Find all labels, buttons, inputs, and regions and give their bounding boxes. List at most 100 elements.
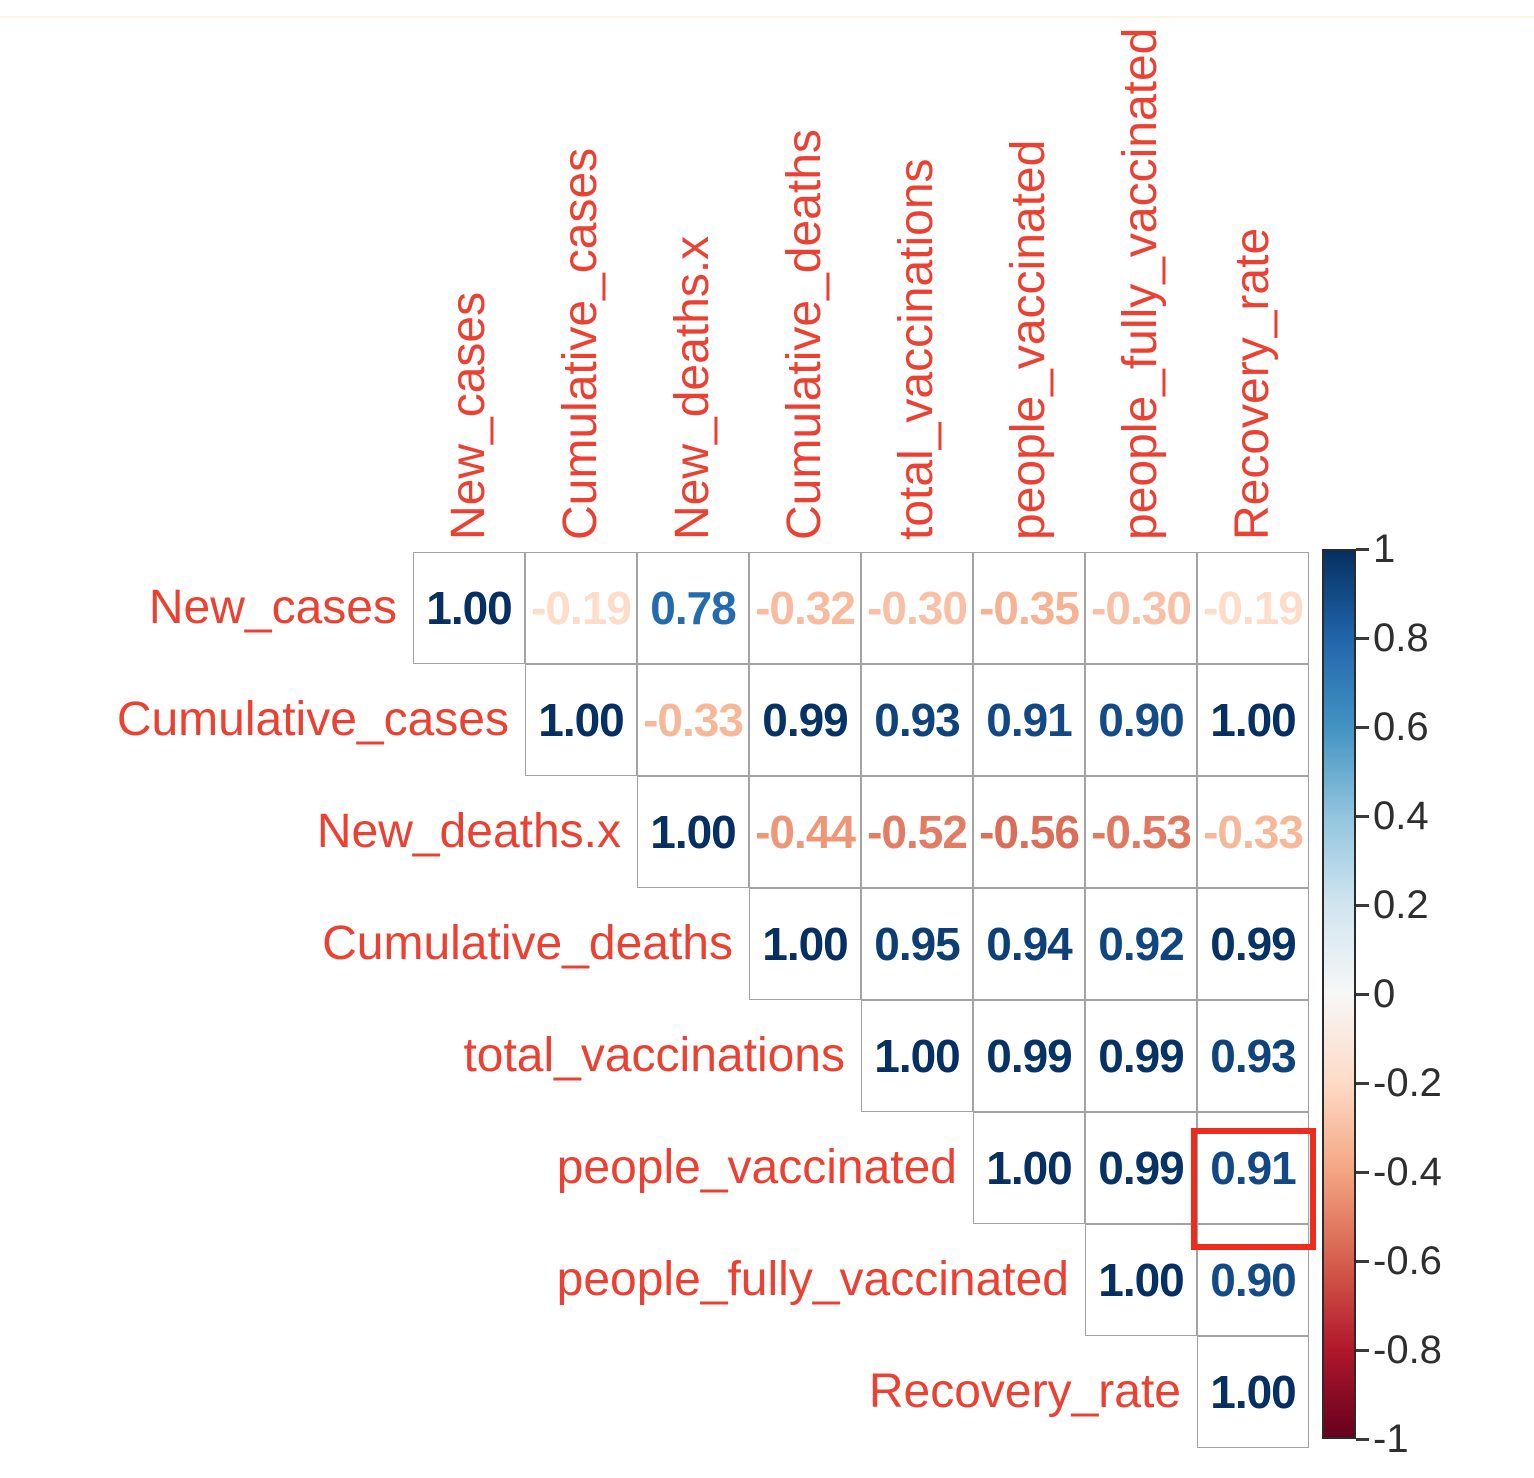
matrix-cell: 0.93 <box>861 664 973 776</box>
matrix-cell-value: 0.95 <box>874 918 961 970</box>
matrix-cell: 1.00 <box>1197 1336 1309 1448</box>
matrix-cell-value: 0.92 <box>1098 918 1185 970</box>
matrix-cell-value: 1.00 <box>762 918 849 970</box>
colorbar-tick <box>1356 1437 1369 1441</box>
colorbar-gradient <box>1322 549 1356 1439</box>
colorbar-tick <box>1356 1348 1369 1352</box>
row-label: Recovery_rate <box>868 1365 1181 1418</box>
matrix-cell-value: 0.90 <box>1098 694 1185 746</box>
matrix-cell-value: -0.53 <box>1091 806 1192 858</box>
matrix-cell-value: 0.99 <box>762 694 849 746</box>
matrix-cell-value: -0.35 <box>979 582 1080 634</box>
colorbar-tick-label: -0.6 <box>1373 1239 1442 1283</box>
matrix-cell-value: 0.91 <box>986 694 1073 746</box>
matrix-cell-value: 1.00 <box>874 1030 961 1082</box>
matrix-cell-value: -0.19 <box>531 582 632 634</box>
matrix-cell-value: -0.33 <box>643 694 744 746</box>
matrix-cell: -0.44 <box>749 776 861 888</box>
matrix-cell: -0.33 <box>1197 776 1309 888</box>
matrix-cell: 0.95 <box>861 888 973 1000</box>
column-label: Recovery_rate <box>1226 227 1279 540</box>
column-label: Cumulative_cases <box>554 147 607 540</box>
colorbar-tick-label: 0.6 <box>1373 705 1429 749</box>
matrix-cell-value: -0.52 <box>867 806 968 858</box>
colorbar-tick-label: -1 <box>1373 1417 1409 1461</box>
matrix-cell: -0.53 <box>1085 776 1197 888</box>
matrix-cell-value: 0.99 <box>1210 918 1297 970</box>
colorbar-tick <box>1356 814 1369 818</box>
matrix-cell: -0.19 <box>1197 552 1309 664</box>
matrix-cell-value: -0.30 <box>1091 582 1192 634</box>
matrix-cell: 1.00 <box>1085 1224 1197 1336</box>
column-label: New_cases <box>442 291 495 540</box>
matrix-cell: 1.00 <box>1197 664 1309 776</box>
matrix-cell: 1.00 <box>973 1112 1085 1224</box>
matrix-cell-value: 1.00 <box>1098 1254 1185 1306</box>
matrix-cell: -0.30 <box>1085 552 1197 664</box>
matrix-cell-value: 1.00 <box>426 582 513 634</box>
row-label: New_deaths.x <box>316 805 621 858</box>
matrix-cell: -0.35 <box>973 552 1085 664</box>
column-label: New_deaths.x <box>666 235 719 540</box>
matrix-cell-value: 0.78 <box>650 582 737 634</box>
matrix-cell-value: 0.99 <box>986 1030 1073 1082</box>
matrix-cell-value: -0.44 <box>755 806 856 858</box>
row-label: Cumulative_cases <box>116 693 509 746</box>
column-label: people_fully_vaccinated <box>1114 27 1167 540</box>
colorbar-tick <box>1356 725 1369 729</box>
matrix-cell: 0.99 <box>1085 1112 1197 1224</box>
column-label: total_vaccinations <box>890 158 943 540</box>
colorbar-tick-label: 0.4 <box>1373 794 1429 838</box>
matrix-cell-value: 1.00 <box>1210 694 1297 746</box>
matrix-cell: -0.56 <box>973 776 1085 888</box>
top-divider-line <box>0 16 1534 18</box>
matrix-cell-value: -0.32 <box>755 582 856 634</box>
matrix-cell: 1.00 <box>413 552 525 664</box>
colorbar-tick <box>1356 547 1369 551</box>
matrix-cell-value: 0.99 <box>1098 1030 1185 1082</box>
colorbar-tick-label: 0 <box>1373 972 1396 1016</box>
matrix-cell: 1.00 <box>637 776 749 888</box>
colorbar-tick-label: 0.8 <box>1373 616 1429 660</box>
matrix-cell-value: 0.91 <box>1210 1142 1297 1194</box>
matrix-cell: -0.32 <box>749 552 861 664</box>
matrix-cell: 0.90 <box>1085 664 1197 776</box>
matrix-cell-value: 0.93 <box>874 694 961 746</box>
matrix-cell: 0.91 <box>1197 1112 1309 1224</box>
matrix-cell: 0.90 <box>1197 1224 1309 1336</box>
matrix-cell: 0.99 <box>749 664 861 776</box>
matrix-cell: 1.00 <box>749 888 861 1000</box>
matrix-cell: -0.19 <box>525 552 637 664</box>
matrix-cell-value: 1.00 <box>986 1142 1073 1194</box>
matrix-cell: 0.93 <box>1197 1000 1309 1112</box>
matrix-cell: 0.78 <box>637 552 749 664</box>
row-label: people_fully_vaccinated <box>556 1253 1069 1306</box>
matrix-cell: 0.99 <box>973 1000 1085 1112</box>
colorbar-tick <box>1356 1259 1369 1263</box>
matrix-cell-value: 1.00 <box>538 694 625 746</box>
row-label: Cumulative_deaths <box>322 917 733 970</box>
row-label: people_vaccinated <box>556 1141 957 1194</box>
colorbar-tick <box>1356 903 1369 907</box>
matrix-cell-value: 0.94 <box>986 918 1073 970</box>
matrix-cell: 0.92 <box>1085 888 1197 1000</box>
matrix-cell-value: 1.00 <box>1210 1366 1297 1418</box>
matrix-cell: 1.00 <box>861 1000 973 1112</box>
matrix-cell: 0.91 <box>973 664 1085 776</box>
matrix-cell-value: 1.00 <box>650 806 737 858</box>
matrix-cell: 1.00 <box>525 664 637 776</box>
colorbar-tick <box>1356 1081 1369 1085</box>
matrix-cell: -0.33 <box>637 664 749 776</box>
matrix-cell: -0.52 <box>861 776 973 888</box>
colorbar-tick-label: -0.4 <box>1373 1150 1442 1194</box>
colorbar-tick <box>1356 992 1369 996</box>
matrix-cell-value: -0.33 <box>1203 806 1304 858</box>
matrix-cell-value: -0.56 <box>979 806 1080 858</box>
colorbar-tick-label: 0.2 <box>1373 883 1429 927</box>
column-label: Cumulative_deaths <box>778 129 831 540</box>
matrix-cell: 0.94 <box>973 888 1085 1000</box>
matrix-cell-value: -0.19 <box>1203 582 1304 634</box>
matrix-cell: 0.99 <box>1197 888 1309 1000</box>
matrix-cell-value: 0.93 <box>1210 1030 1297 1082</box>
